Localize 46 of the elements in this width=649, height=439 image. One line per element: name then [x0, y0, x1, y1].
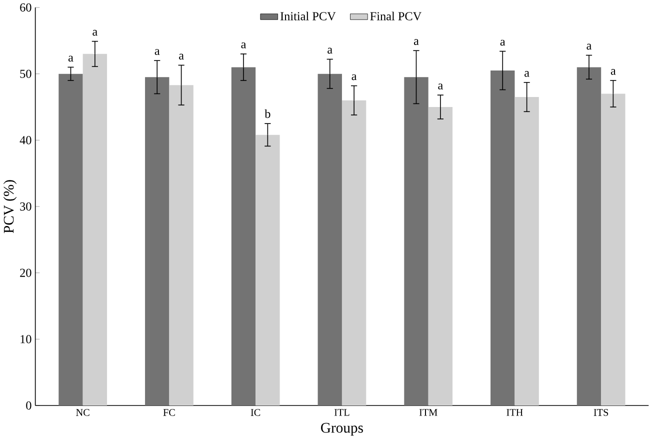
x-tick-label: NC — [76, 409, 90, 416]
x-tick-label: ITS — [594, 409, 608, 416]
bar — [514, 97, 539, 406]
bar — [428, 106, 453, 406]
y-tick-label: 10 — [20, 335, 32, 344]
y-tick-label: 60 — [20, 3, 32, 12]
y-tick-label: 20 — [20, 268, 32, 277]
annotation: a — [328, 48, 332, 54]
bar — [169, 85, 194, 406]
x-axis-title: Groups — [321, 422, 363, 436]
bar — [82, 54, 108, 406]
bar — [231, 67, 256, 406]
annotation: a — [352, 74, 357, 80]
y-tick-label: 30 — [20, 202, 32, 211]
legend-label: Initial PCV — [280, 12, 336, 20]
x-tick-label: ITH — [506, 409, 523, 416]
bar — [601, 94, 626, 406]
annotation: a — [68, 56, 74, 62]
x-tick-label: FC — [163, 409, 175, 416]
bar — [256, 134, 280, 406]
annotation: a — [438, 84, 443, 90]
annotation: a — [241, 42, 246, 48]
annotation: b — [264, 109, 270, 118]
y-tick-label: 0 — [26, 401, 32, 410]
bar — [576, 67, 602, 406]
bar — [490, 70, 515, 406]
annotation: a — [500, 40, 506, 46]
x-tick-label: ITM — [419, 409, 438, 416]
y-tick-label: 50 — [20, 70, 32, 78]
x-tick-label: ITL — [334, 409, 350, 416]
x-tick-label: IC — [250, 409, 260, 416]
annotation: a — [92, 30, 98, 36]
legend-label: Final PCV — [370, 12, 422, 20]
annotation: a — [154, 49, 160, 55]
annotation: a — [610, 68, 616, 75]
annotation: a — [524, 70, 530, 77]
y-axis-title: PCV (%) — [3, 180, 17, 234]
bar — [404, 77, 428, 406]
annotation: a — [414, 39, 419, 45]
annotation: a — [179, 54, 184, 60]
y-tick-label: 40 — [20, 136, 32, 144]
annotation: a — [586, 44, 592, 50]
bar — [318, 74, 342, 406]
bar — [342, 100, 366, 406]
bar — [58, 74, 83, 406]
bar — [145, 77, 170, 406]
